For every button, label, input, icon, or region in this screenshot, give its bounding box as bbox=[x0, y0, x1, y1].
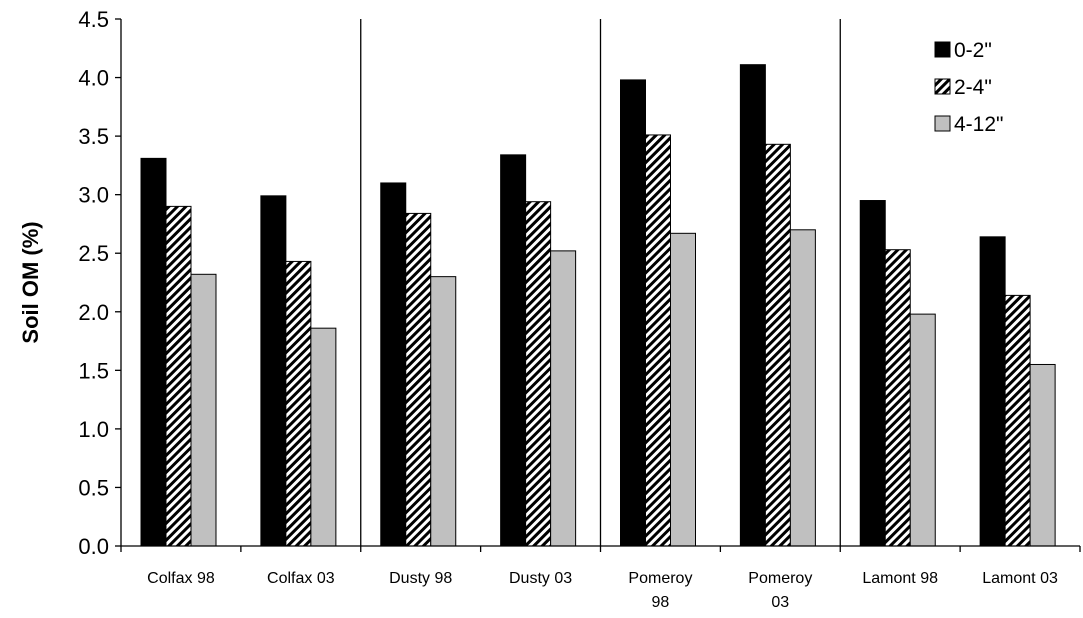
bar-1-4 bbox=[500, 154, 527, 547]
bar-3-7 bbox=[909, 313, 936, 547]
x-category-label: Lamont 98 bbox=[862, 570, 938, 587]
bar-1-3 bbox=[380, 182, 407, 547]
bar-3-4 bbox=[550, 250, 577, 547]
bar-1-6 bbox=[739, 64, 766, 547]
bar-3-1 bbox=[190, 273, 217, 547]
bar-3-6 bbox=[789, 229, 816, 547]
bar-2-4 bbox=[525, 201, 552, 547]
bar-1-1 bbox=[140, 157, 167, 547]
x-category-label: Dusty 98 bbox=[389, 570, 452, 587]
bar-3-2 bbox=[310, 327, 337, 547]
legend-swatch-3 bbox=[934, 115, 951, 132]
bar-1-8 bbox=[979, 236, 1006, 547]
y-tick-label: 3.5 bbox=[78, 124, 109, 149]
bar-1-2 bbox=[260, 195, 287, 547]
bar-2-7 bbox=[884, 249, 911, 547]
x-category-label: Colfax 03 bbox=[267, 570, 335, 587]
x-category-label: Lamont 03 bbox=[982, 570, 1058, 587]
bar-2-5 bbox=[645, 134, 671, 547]
y-tick-label: 1.5 bbox=[78, 358, 109, 383]
bar-3-3 bbox=[430, 276, 457, 547]
bar-1-5 bbox=[620, 79, 646, 547]
bar-2-2 bbox=[285, 260, 312, 547]
y-tick-label: 2.5 bbox=[78, 241, 109, 266]
y-tick-label: 0.0 bbox=[78, 534, 109, 559]
x-category-label: Colfax 98 bbox=[147, 570, 215, 587]
bar-2-1 bbox=[165, 205, 192, 547]
legend-label-3: 4-12" bbox=[954, 113, 1004, 136]
legend-swatch-2 bbox=[934, 78, 951, 95]
y-tick-label: 3.0 bbox=[78, 183, 109, 208]
legend-label-2: 2-4" bbox=[954, 76, 992, 99]
x-category-label: Pomeroy bbox=[748, 570, 812, 587]
y-tick-label: 2.0 bbox=[78, 300, 109, 325]
y-tick-label: 1.0 bbox=[78, 417, 109, 442]
legend-label-1: 0-2" bbox=[954, 39, 992, 62]
x-category-label: Dusty 03 bbox=[509, 570, 572, 587]
bar-3-8 bbox=[1029, 363, 1056, 547]
x-category-label: 98 bbox=[652, 594, 670, 611]
bar-3-5 bbox=[670, 232, 696, 547]
bar-2-6 bbox=[764, 143, 791, 547]
x-category-label: Pomeroy bbox=[628, 570, 692, 587]
x-category-label: 03 bbox=[771, 594, 789, 611]
bar-2-3 bbox=[405, 212, 432, 547]
y-tick-label: 4.0 bbox=[78, 66, 109, 91]
legend-swatch-1 bbox=[934, 41, 951, 58]
y-tick-label: 4.5 bbox=[78, 7, 109, 32]
y-tick-label: 0.5 bbox=[78, 475, 109, 500]
y-axis-title: Soil OM (%) bbox=[18, 221, 43, 343]
bar-2-8 bbox=[1004, 294, 1031, 547]
bar-1-7 bbox=[859, 200, 886, 547]
